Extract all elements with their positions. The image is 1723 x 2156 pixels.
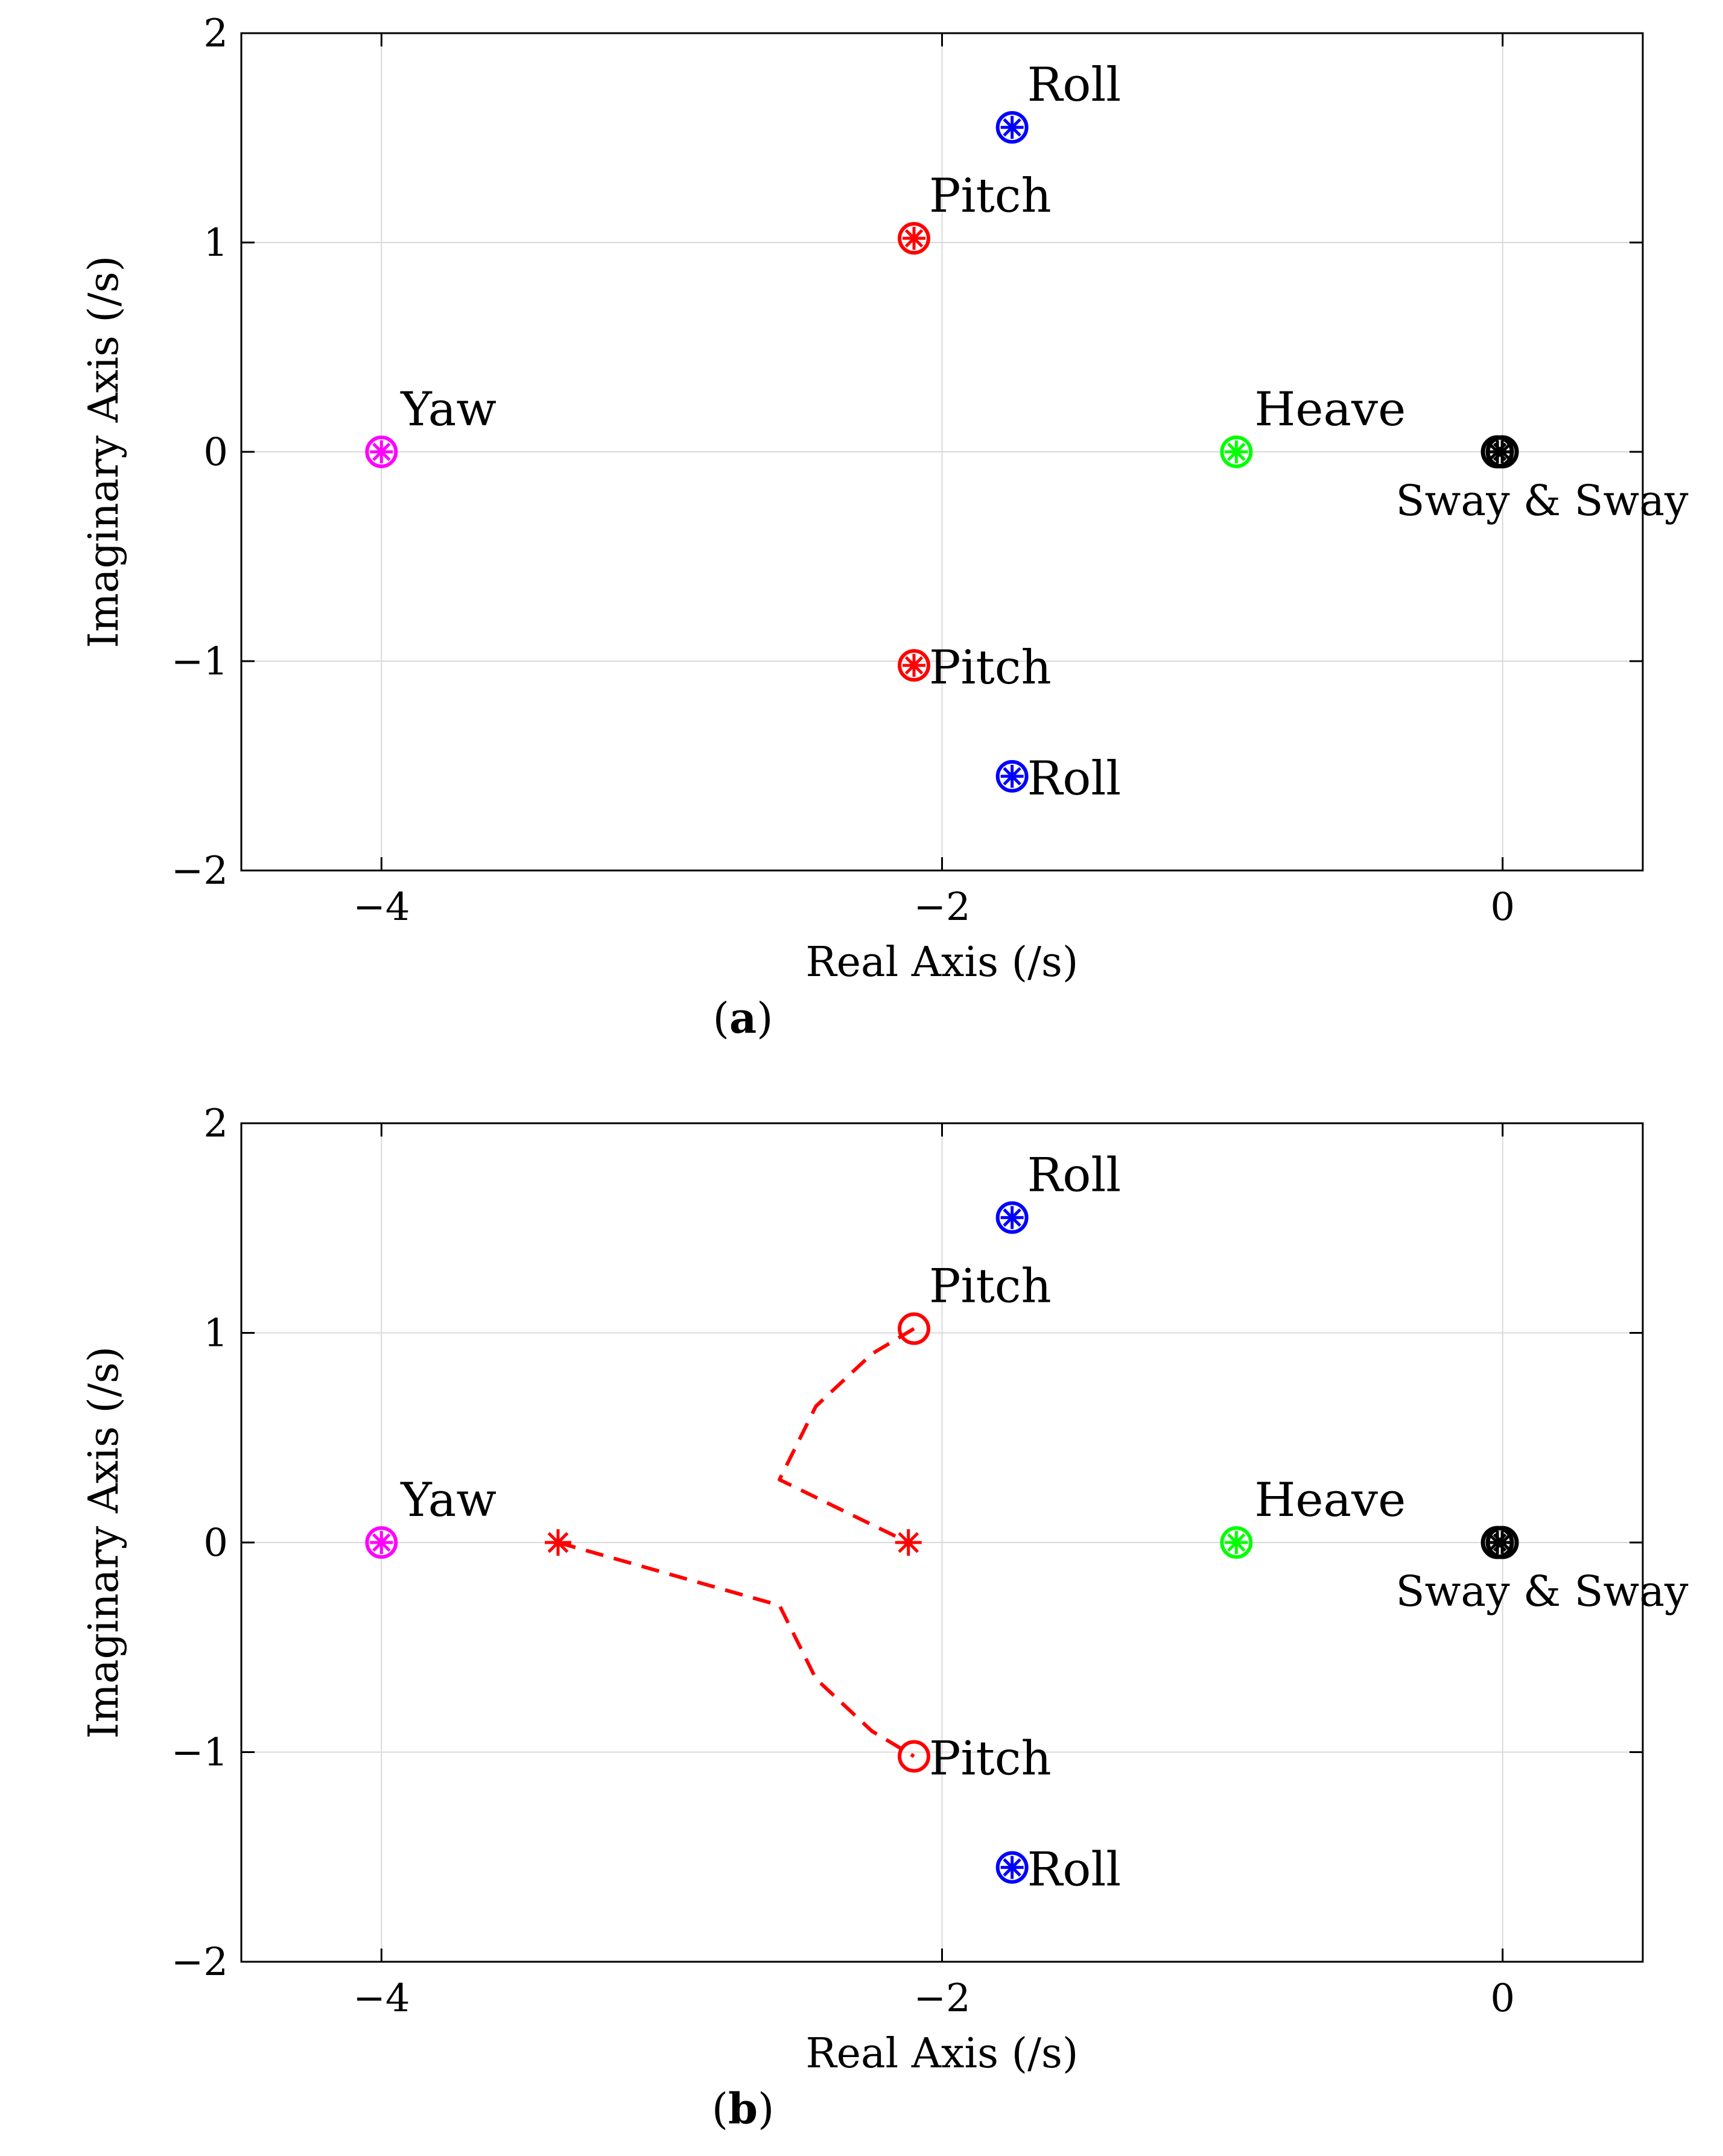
y-tick-label: −2 — [171, 1940, 228, 1985]
root-locus-pitch-locus-upper — [778, 1327, 915, 1544]
pole-marker-roll-ray — [1003, 1208, 1021, 1227]
pole-marker-sway-sway — [1480, 1526, 1519, 1559]
pole-marker-roll-ray — [1003, 1858, 1021, 1877]
pole-marker-heave — [1220, 436, 1253, 468]
caption-letter: b — [728, 2084, 758, 2134]
pole-marker-yaw — [365, 1526, 398, 1559]
pole-marker-yaw — [365, 436, 398, 468]
y-tick-label: 0 — [203, 1521, 228, 1565]
pole-label-sway-sway: Sway & Sway — [1395, 1567, 1689, 1616]
pole-marker-roll — [995, 111, 1029, 144]
x-axis-label: Real Axis (/s) — [806, 939, 1079, 986]
x-tick-label: −4 — [353, 885, 410, 930]
panel-caption: (b) — [712, 2084, 775, 2134]
x-tick-label: −2 — [913, 885, 970, 930]
pole-marker-pitch-ring — [898, 1740, 931, 1773]
pole-marker-roll-ring — [995, 111, 1029, 144]
pole-marker-yaw-ring — [365, 436, 398, 468]
pole-label-heave: Heave — [1254, 382, 1406, 437]
y-axis-label: Imaginary Axis (/s) — [80, 1346, 128, 1739]
pole-marker-heave-ray — [1227, 442, 1246, 461]
caption-paren-open: ( — [712, 2084, 728, 2134]
caption-paren-close: ) — [757, 994, 773, 1043]
pole-marker-yaw-ray — [372, 1533, 391, 1552]
pole-marker-roll — [995, 1851, 1029, 1884]
pole-marker-pitch-ray — [904, 656, 924, 675]
x-tick-label: −4 — [353, 1976, 410, 2021]
pole-label-yaw: Yaw — [400, 1473, 497, 1527]
pole-label-pitch: Pitch — [929, 169, 1052, 223]
pole-marker-pitch-ring — [898, 648, 931, 682]
pole-marker-pole — [895, 1529, 922, 1556]
pole-label-pitch: Pitch — [929, 1260, 1052, 1314]
pole-marker-pitch — [898, 1312, 931, 1345]
y-tick-label: 1 — [203, 1311, 228, 1356]
pole-label-roll: Roll — [1027, 58, 1122, 112]
x-tick-label: 0 — [1490, 1976, 1515, 2021]
pole-marker-sway-sway-ring — [1485, 1526, 1519, 1559]
pole-marker-sway-sway-ray — [1493, 442, 1512, 461]
pole-marker-pitch-ring — [898, 1312, 931, 1345]
pole-label-pitch: Pitch — [929, 641, 1052, 695]
pole-marker-sway-sway-ring — [1485, 435, 1519, 469]
pole-marker-roll-ray — [1003, 767, 1021, 786]
panel-caption: (a) — [713, 993, 773, 1043]
chart-panel-b: −4 −2 0 −2 −1 0 1 2 Real Axis (/s) Imaginary Axis… — [80, 1102, 1689, 2134]
pole-marker-pitch-ray — [904, 229, 924, 248]
pole-marker-pole-ray — [547, 1532, 569, 1553]
y-tick-label: 2 — [203, 11, 228, 56]
pole-marker-heave-ray — [1227, 1533, 1246, 1552]
pole-label-yaw: Yaw — [400, 382, 497, 437]
pole-label-roll: Roll — [1027, 1148, 1122, 1202]
pole-marker-pitch — [898, 222, 931, 255]
x-tick-label: 0 — [1490, 885, 1515, 930]
pole-marker-roll — [995, 759, 1029, 793]
chart-panel-a: −4 −2 0 −2 −1 0 1 2 Real Axis (/s) Imaginary Axis… — [80, 11, 1689, 1043]
x-axis-label: Real Axis (/s) — [806, 2030, 1079, 2078]
pole-marker-pitch — [898, 648, 931, 682]
pole-label-heave: Heave — [1254, 1473, 1406, 1527]
x-tick-label: −2 — [913, 1976, 970, 2021]
caption-paren-open: ( — [713, 994, 729, 1043]
pole-marker-yaw-ring — [365, 1526, 398, 1559]
pole-label-roll: Roll — [1027, 752, 1122, 806]
pole-marker-roll-ring — [995, 759, 1029, 793]
caption-letter: a — [729, 993, 757, 1043]
y-tick-label: 2 — [203, 1102, 228, 1146]
pole-marker-roll-ring — [995, 1201, 1029, 1234]
root-locus-pitch-locus-lower — [557, 1541, 915, 1758]
y-tick-label: −1 — [171, 1731, 228, 1775]
pole-marker-roll — [995, 1201, 1029, 1234]
pole-label-sway-sway: Sway & Sway — [1395, 476, 1689, 525]
pole-label-roll: Roll — [1027, 1843, 1122, 1897]
pole-marker-roll-ray — [1003, 118, 1021, 137]
pole-marker-heave — [1220, 1526, 1253, 1559]
y-axis-label: Imaginary Axis (/s) — [80, 256, 128, 648]
y-tick-label: −1 — [171, 639, 228, 684]
y-tick-label: 0 — [203, 430, 228, 475]
pole-marker-heave-ring — [1220, 1526, 1253, 1559]
pole-marker-yaw-ray — [372, 442, 391, 461]
pole-marker-pole — [544, 1529, 571, 1556]
pole-marker-pole-ray — [898, 1532, 919, 1553]
pole-marker-roll-ring — [995, 1851, 1029, 1884]
pole-marker-pitch — [898, 1740, 931, 1773]
caption-paren-close: ) — [758, 2084, 774, 2134]
pole-marker-sway-sway — [1480, 435, 1519, 469]
pole-marker-heave-ring — [1220, 436, 1253, 468]
pole-marker-sway-sway-ray — [1493, 1533, 1512, 1552]
pole-label-pitch: Pitch — [929, 1731, 1052, 1786]
y-tick-label: 1 — [203, 221, 228, 265]
pole-marker-pitch-ring — [898, 222, 931, 255]
y-tick-label: −2 — [171, 849, 228, 893]
